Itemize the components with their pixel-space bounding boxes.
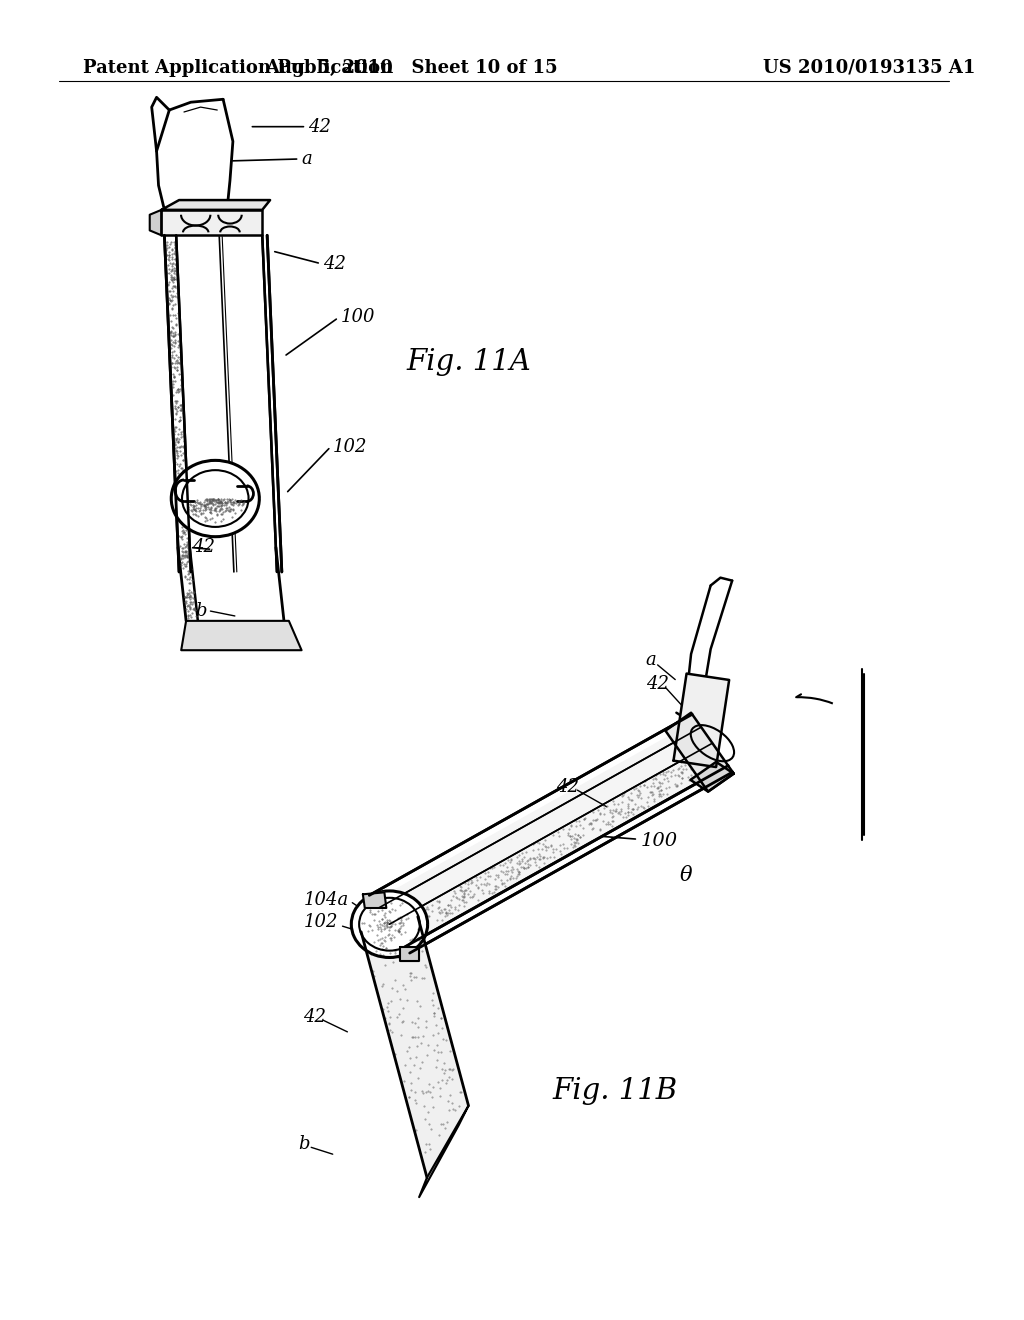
Text: 42: 42 [191, 539, 215, 557]
Text: Fig. 11B: Fig. 11B [553, 1077, 678, 1105]
Polygon shape [362, 892, 386, 908]
Text: 42: 42 [303, 1008, 327, 1026]
Text: 42: 42 [646, 676, 669, 693]
Text: 102: 102 [303, 913, 338, 931]
Text: θ: θ [680, 866, 693, 884]
Polygon shape [361, 916, 469, 1177]
Polygon shape [674, 673, 729, 767]
Text: Aug. 5, 2010   Sheet 10 of 15: Aug. 5, 2010 Sheet 10 of 15 [264, 59, 557, 77]
Text: 100: 100 [602, 832, 678, 850]
Polygon shape [181, 620, 302, 651]
Text: b: b [196, 602, 207, 620]
Text: a: a [646, 651, 656, 669]
Polygon shape [419, 1106, 469, 1197]
Text: 102: 102 [333, 438, 368, 455]
Polygon shape [162, 201, 270, 210]
Polygon shape [400, 948, 420, 961]
Text: 42: 42 [556, 779, 579, 796]
Polygon shape [690, 762, 734, 792]
Polygon shape [150, 210, 162, 235]
Text: Fig. 11A: Fig. 11A [407, 347, 530, 375]
Text: 104a: 104a [303, 891, 348, 908]
Text: b: b [298, 1135, 310, 1154]
Text: 42: 42 [308, 117, 331, 136]
Polygon shape [374, 721, 728, 946]
Text: a: a [301, 150, 312, 168]
Text: US 2010/0193135 A1: US 2010/0193135 A1 [763, 59, 976, 77]
Polygon shape [162, 210, 262, 235]
Text: 104b: 104b [385, 961, 430, 979]
Text: 100: 100 [341, 309, 375, 326]
Polygon shape [666, 713, 734, 792]
Ellipse shape [351, 891, 428, 957]
Text: Patent Application Publication: Patent Application Publication [83, 59, 393, 77]
Text: 42: 42 [323, 255, 346, 273]
Ellipse shape [171, 461, 259, 537]
